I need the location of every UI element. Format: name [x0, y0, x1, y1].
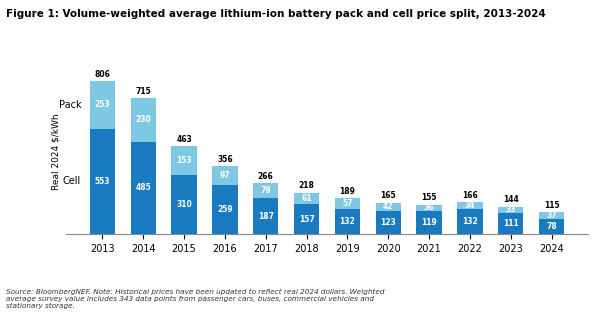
Bar	[172, 146, 197, 175]
Bar	[131, 142, 156, 234]
Bar	[335, 198, 360, 209]
Text: 37: 37	[547, 211, 557, 220]
Text: 166: 166	[462, 191, 478, 200]
Text: 485: 485	[136, 183, 151, 193]
Y-axis label: Real 2024 $/kWh: Real 2024 $/kWh	[52, 113, 61, 190]
Bar	[294, 193, 319, 204]
Text: 34: 34	[464, 201, 475, 210]
Text: 33: 33	[506, 205, 516, 214]
Text: 79: 79	[260, 187, 271, 195]
Text: 78: 78	[546, 222, 557, 231]
Text: 132: 132	[340, 217, 355, 226]
Text: 266: 266	[258, 172, 274, 181]
Text: 157: 157	[299, 215, 314, 224]
Bar	[131, 98, 156, 142]
Bar	[90, 129, 115, 234]
Bar	[212, 185, 238, 234]
Text: 153: 153	[176, 156, 192, 165]
Text: 61: 61	[301, 194, 312, 203]
Bar	[172, 175, 197, 234]
Bar	[498, 213, 523, 234]
Text: 144: 144	[503, 195, 518, 204]
Text: 230: 230	[136, 115, 151, 124]
Text: 463: 463	[176, 135, 192, 144]
Bar	[294, 204, 319, 234]
Bar	[539, 219, 564, 234]
Text: 97: 97	[220, 171, 230, 180]
Text: 111: 111	[503, 219, 518, 228]
Bar	[416, 205, 442, 212]
Text: 356: 356	[217, 155, 233, 164]
Text: 806: 806	[94, 70, 110, 79]
Bar	[416, 212, 442, 234]
Text: 132: 132	[462, 217, 478, 226]
Text: Cell: Cell	[63, 177, 81, 187]
Text: Pack: Pack	[59, 100, 81, 110]
Bar	[457, 202, 482, 209]
Bar	[376, 211, 401, 234]
Bar	[457, 209, 482, 234]
Text: 553: 553	[95, 177, 110, 186]
Text: 119: 119	[421, 218, 437, 227]
Bar	[90, 81, 115, 129]
Bar	[539, 212, 564, 219]
Bar	[376, 202, 401, 211]
Text: 259: 259	[217, 205, 233, 214]
Text: 189: 189	[340, 187, 355, 196]
Text: 115: 115	[544, 201, 559, 210]
Text: Source: BloombergNEF. Note: Historical prices have been updated to reflect real : Source: BloombergNEF. Note: Historical p…	[6, 289, 385, 309]
Text: 36: 36	[424, 203, 434, 212]
Text: 310: 310	[176, 200, 192, 209]
Text: 57: 57	[342, 199, 353, 208]
Bar	[212, 166, 238, 185]
Text: 253: 253	[95, 100, 110, 109]
Bar	[253, 198, 278, 234]
Text: 123: 123	[380, 218, 396, 227]
Text: 218: 218	[299, 181, 314, 190]
Bar	[498, 207, 523, 213]
Text: Figure 1: Volume-weighted average lithium-ion battery pack and cell price split,: Figure 1: Volume-weighted average lithiu…	[6, 9, 546, 19]
Bar	[253, 183, 278, 198]
Text: 155: 155	[421, 193, 437, 202]
Text: 715: 715	[136, 87, 151, 96]
Text: 187: 187	[258, 212, 274, 221]
Text: 42: 42	[383, 202, 394, 211]
Text: 165: 165	[380, 191, 396, 200]
Bar	[335, 209, 360, 234]
